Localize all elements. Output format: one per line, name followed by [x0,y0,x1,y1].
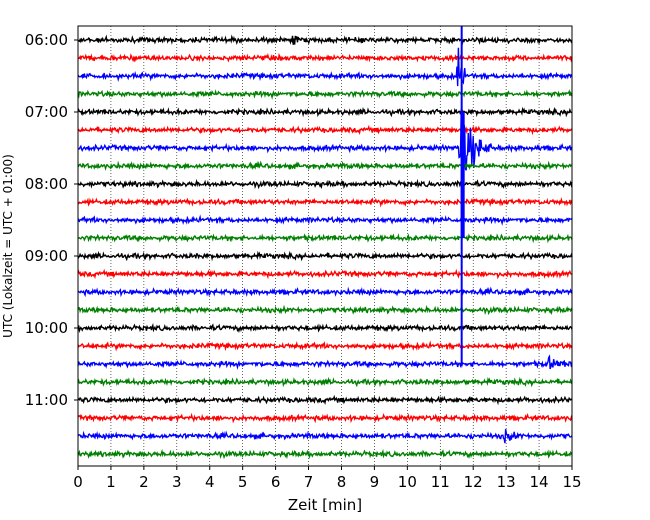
y-tick-label: 07:00 [25,103,68,121]
trace-line [77,178,573,190]
trace-line [77,160,573,171]
trace-line [77,412,573,424]
x-tick-label: 10 [398,473,417,491]
y-axis-label: UTC (Lokalzeit = UTC + 01:00) [1,154,15,338]
x-axis-label: Zeit [min] [288,496,362,514]
x-tick-label: 8 [337,473,347,491]
trace-line [77,196,573,208]
x-tick-label: 9 [370,473,380,491]
trace-line [77,448,573,460]
plot-frame [77,25,573,467]
trace-line [77,322,573,334]
trace-line [77,268,573,280]
trace-line [77,340,573,352]
trace-line [77,376,573,388]
y-axis-ticks: 06:00 07:00 08:00 09:00 10:00 11:00 [25,31,78,409]
trace-line [77,34,573,46]
y-tick-label: 06:00 [25,31,68,49]
trace-line [77,286,573,298]
trace-line [77,124,573,136]
x-tick-label: 4 [205,473,215,491]
x-tick-label: 6 [271,473,281,491]
y-tick-label: 10:00 [25,319,68,337]
y-tick-label: 09:00 [25,247,68,265]
x-tick-label: 2 [139,473,149,491]
x-tick-label: 11 [431,473,450,491]
x-tick-label: 12 [464,473,483,491]
trace-line [77,89,573,100]
trace-line [77,110,573,171]
trace-line [77,214,573,226]
trace-line [77,106,573,118]
x-axis-ticks: 0 1 2 3 4 5 6 7 8 9 10 11 12 13 14 15 [73,466,582,491]
x-tick-label: 14 [530,473,549,491]
trace-line [77,52,573,63]
trace-line [77,304,573,316]
y-tick-label: 08:00 [25,175,68,193]
trace-line [77,250,573,262]
trace-line [77,47,573,87]
trace-line [77,394,573,406]
y-tick-label: 11:00 [25,391,68,409]
x-tick-label: 15 [562,473,581,491]
x-tick-label: 7 [304,473,314,491]
seismogram-traces [77,26,573,460]
x-tick-label: 13 [497,473,516,491]
vertical-grid [110,26,540,466]
x-tick-label: 1 [106,473,116,491]
x-tick-label: 5 [238,473,248,491]
x-tick-label: 0 [73,473,83,491]
x-tick-label: 3 [172,473,182,491]
trace-line [77,232,573,244]
trace-line [77,354,573,370]
trace-line [77,429,573,444]
